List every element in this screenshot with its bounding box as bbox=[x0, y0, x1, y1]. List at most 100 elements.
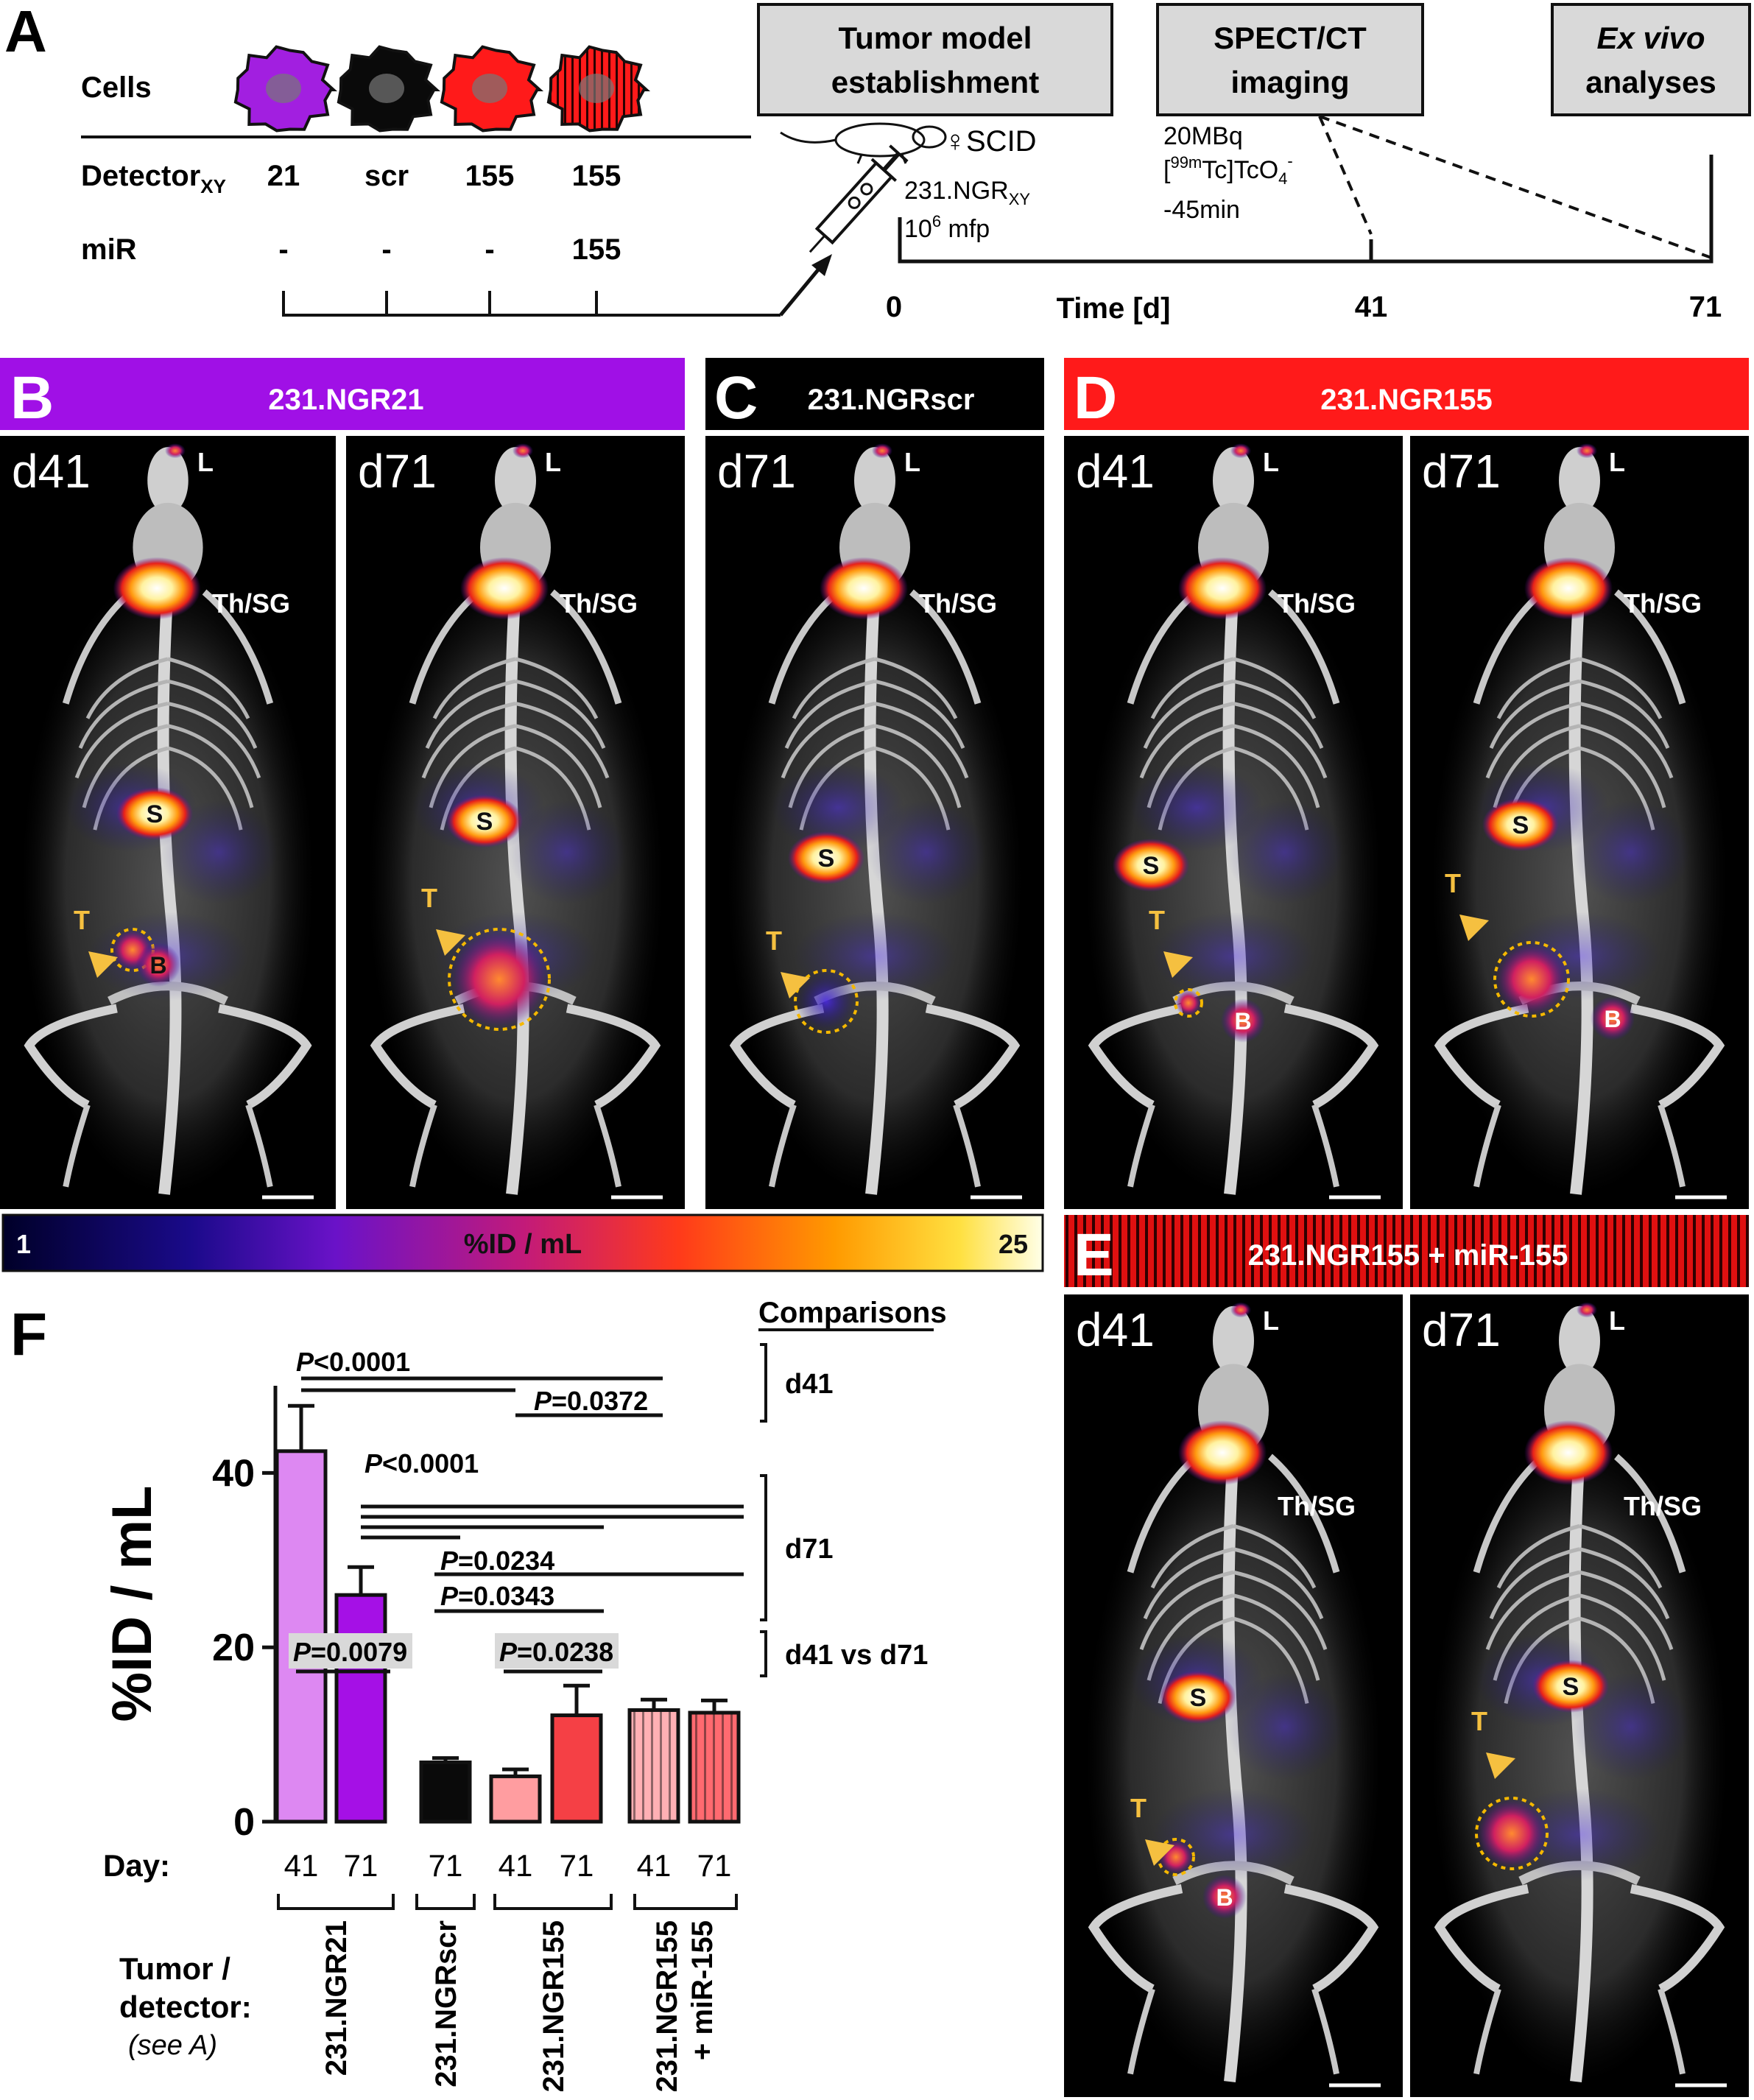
svg-text:imaging: imaging bbox=[1230, 65, 1349, 99]
bladder-signal bbox=[136, 942, 180, 987]
tumor-label: T bbox=[1445, 868, 1461, 898]
pvalue-dvs-a: P=0.0079 bbox=[293, 1637, 407, 1667]
tumor-outline bbox=[794, 969, 859, 1034]
bar-0 bbox=[275, 1403, 328, 1824]
pvalue-d71-b: P=0.0234 bbox=[440, 1546, 554, 1576]
tumor-outline bbox=[1493, 941, 1570, 1018]
mir-value-3: 155 bbox=[572, 233, 621, 266]
thyroid-label: Th/SG bbox=[1624, 1491, 1702, 1521]
tumor-label: T bbox=[421, 883, 437, 913]
thyroid-label: Th/SG bbox=[1624, 588, 1702, 619]
tumor-signal bbox=[1495, 942, 1568, 1016]
tumor-label: T bbox=[74, 905, 90, 935]
liver-label: L bbox=[904, 447, 920, 477]
panel-d-header: D 231.NGR155 bbox=[1064, 358, 1749, 431]
thyroid-label: Th/SG bbox=[1278, 588, 1356, 619]
detector-value-0: 21 bbox=[267, 160, 300, 192]
tumor-signal bbox=[1476, 1798, 1547, 1869]
tumor-label: T bbox=[766, 926, 782, 956]
svg-text:SPECT/CT: SPECT/CT bbox=[1214, 21, 1367, 55]
group-label: 231.NGR155 bbox=[651, 1920, 683, 2092]
bracket-d41-vs-d71 bbox=[760, 1630, 767, 1677]
bladder-label: B bbox=[1216, 1884, 1233, 1911]
svg-text:231.NGR21: 231.NGR21 bbox=[268, 384, 423, 416]
svg-text:231.NGR155: 231.NGR155 bbox=[1320, 384, 1492, 416]
comparisons-title: Comparisons bbox=[758, 1297, 947, 1329]
tumor-arrow-icon bbox=[88, 951, 118, 978]
day-tick-label: 71 bbox=[429, 1848, 463, 1883]
bar-3 bbox=[489, 1767, 542, 1824]
cell-icon-1 bbox=[337, 45, 441, 133]
time-tick-71: 71 bbox=[1689, 291, 1722, 323]
spect-box: SPECT/CT imaging bbox=[1156, 3, 1424, 116]
bracket-d41 bbox=[760, 1343, 767, 1423]
bar-6 bbox=[688, 1698, 741, 1824]
bar-rect bbox=[334, 1593, 387, 1824]
liver-label: L bbox=[1609, 447, 1625, 477]
tumor-arrow-icon bbox=[1459, 915, 1489, 941]
stomach-signal bbox=[1482, 798, 1559, 851]
liver-label: L bbox=[1263, 1306, 1279, 1336]
tumor-arrow-icon bbox=[1486, 1752, 1515, 1779]
bladder-signal bbox=[1202, 1875, 1247, 1919]
colorbar-label: %ID / mL bbox=[464, 1229, 582, 1260]
svg-text:D: D bbox=[1074, 364, 1117, 431]
group-bracket bbox=[415, 1894, 476, 1910]
stomach-signal bbox=[1160, 1671, 1236, 1724]
tumor-outline bbox=[1174, 988, 1203, 1018]
tumor-arrow-icon bbox=[1145, 1839, 1174, 1866]
tumor-model-box: Tumor model establishment bbox=[757, 3, 1113, 116]
cell-nucleus bbox=[266, 74, 301, 103]
tracer-line2: [99mTc]TcO4- bbox=[1163, 152, 1293, 188]
y-tick-label: 40 bbox=[212, 1452, 255, 1495]
tracer-line3: -45min bbox=[1163, 196, 1240, 224]
day-row-label: Day: bbox=[103, 1848, 170, 1883]
stomach-signal bbox=[116, 787, 193, 840]
svg-text:analyses: analyses bbox=[1585, 65, 1716, 99]
thyroid-label: Th/SG bbox=[1278, 1491, 1356, 1521]
stomach-signal bbox=[446, 794, 523, 848]
spect-dashed bbox=[1318, 116, 1373, 235]
tumor-signal bbox=[795, 970, 857, 1032]
colorbar-max: 25 bbox=[998, 1229, 1028, 1259]
bar-5 bbox=[627, 1697, 680, 1824]
day-tick-label: 41 bbox=[637, 1848, 672, 1883]
bracket-d71 bbox=[760, 1474, 767, 1621]
stomach-label: S bbox=[1512, 811, 1529, 839]
tumor-arrow-icon bbox=[781, 972, 810, 998]
mir-values: - - - 155 bbox=[278, 233, 621, 266]
pvalue-d41-a: P<0.0001 bbox=[296, 1347, 410, 1377]
detector-value-3: 155 bbox=[572, 160, 621, 192]
colorbar-min: 1 bbox=[16, 1229, 31, 1259]
stomach-signal bbox=[1113, 839, 1189, 892]
time-label: Time [d] bbox=[1057, 292, 1171, 325]
tumor-label: T bbox=[1130, 1793, 1147, 1823]
ex-vivo-box: Ex vivo analyses bbox=[1551, 3, 1751, 116]
day-label: d41 bbox=[1076, 445, 1155, 498]
y-axis-label: %ID / mL bbox=[101, 1486, 163, 1722]
day-tick-label: 71 bbox=[560, 1848, 594, 1883]
bar-rect bbox=[419, 1760, 472, 1824]
mouse-icon bbox=[780, 122, 947, 164]
stomach-signal bbox=[1532, 1660, 1609, 1713]
day-label: d71 bbox=[1422, 1303, 1501, 1356]
pvalue-dvs-b: P=0.0238 bbox=[499, 1637, 613, 1667]
bar-stripes bbox=[690, 1713, 739, 1822]
panel-c-header: C 231.NGRscr bbox=[705, 358, 1044, 431]
pvalue-box bbox=[289, 1633, 412, 1669]
svg-text:Ex vivo: Ex vivo bbox=[1596, 21, 1705, 55]
stomach-label: S bbox=[147, 800, 163, 828]
bladder-label: B bbox=[1234, 1008, 1251, 1035]
exvivo-dashed bbox=[1319, 115, 1712, 259]
group-label-2: + miR-155 bbox=[686, 1920, 719, 2060]
bracket-label-d71: d71 bbox=[785, 1534, 833, 1565]
tracer-line1: 20MBq bbox=[1163, 122, 1243, 150]
bar-rect bbox=[550, 1713, 603, 1824]
day-label: d71 bbox=[1422, 445, 1501, 498]
panel-e-header: E 231.NGR155 + miR-155 bbox=[1064, 1215, 1749, 1289]
tumor-detector-label-1: Tumor / bbox=[119, 1951, 230, 1986]
